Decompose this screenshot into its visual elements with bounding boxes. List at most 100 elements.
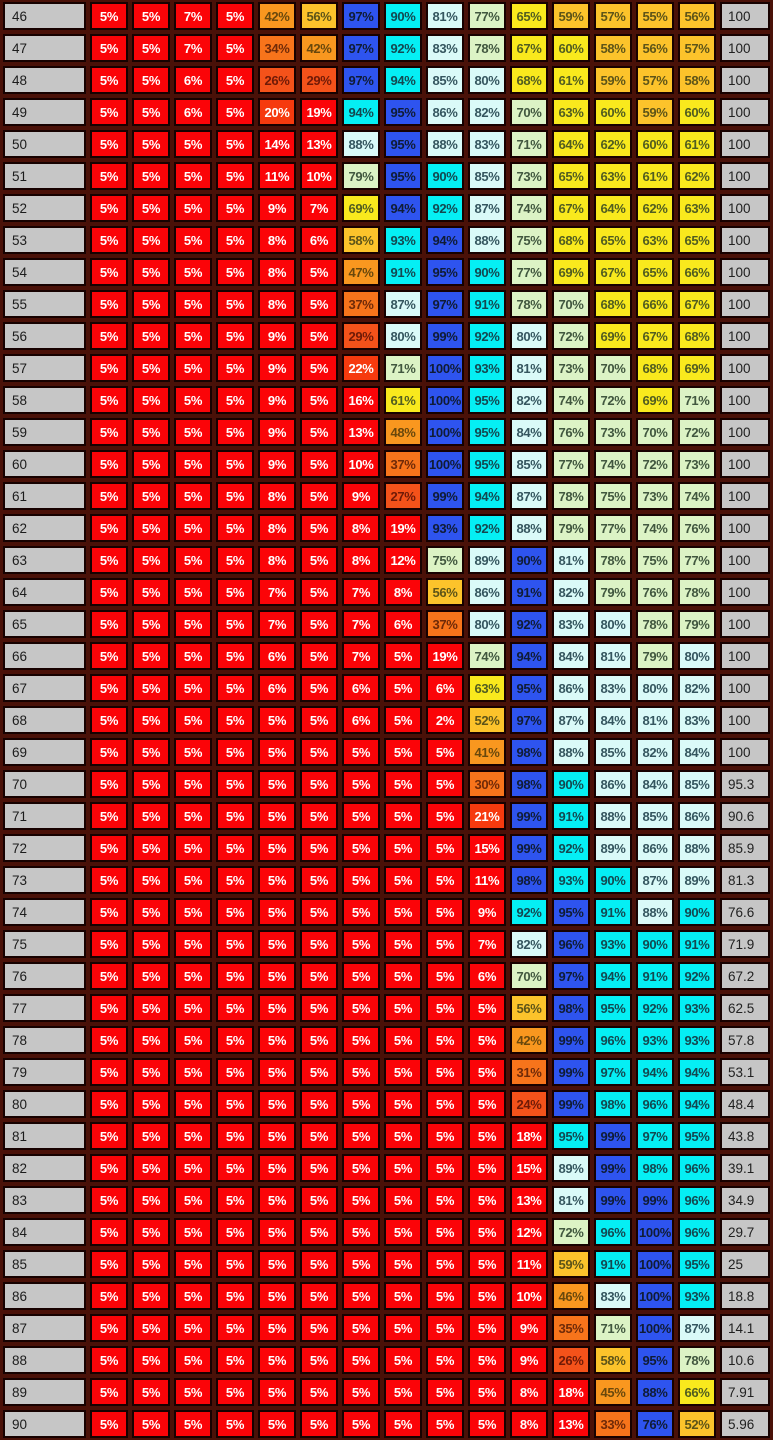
data-cell: 91% bbox=[468, 290, 506, 318]
survival-value-cell: 43.8 bbox=[720, 1122, 770, 1150]
data-cell: 5% bbox=[468, 1250, 506, 1278]
data-cell: 95% bbox=[510, 674, 548, 702]
data-cell: 18% bbox=[552, 1378, 590, 1406]
data-cell: 61% bbox=[678, 130, 716, 158]
data-cell: 5% bbox=[342, 898, 380, 926]
data-cell: 94% bbox=[468, 482, 506, 510]
data-cell: 88% bbox=[510, 514, 548, 542]
survival-value-cell: 100 bbox=[720, 738, 770, 766]
survival-value-cell: 100 bbox=[720, 418, 770, 446]
data-cell: 9% bbox=[258, 450, 296, 478]
data-cell: 5% bbox=[216, 802, 254, 830]
data-cell: 57% bbox=[594, 2, 632, 30]
data-cell: 5% bbox=[216, 1058, 254, 1086]
data-cell: 65% bbox=[510, 2, 548, 30]
data-cell: 5% bbox=[468, 1090, 506, 1118]
data-cell: 26% bbox=[258, 66, 296, 94]
data-cell: 5% bbox=[300, 1186, 338, 1214]
data-cell: 5% bbox=[426, 930, 464, 958]
data-cell: 94% bbox=[678, 1090, 716, 1118]
data-cell: 5% bbox=[132, 482, 170, 510]
data-cell: 87% bbox=[468, 194, 506, 222]
data-cell: 94% bbox=[342, 98, 380, 126]
data-cell: 5% bbox=[90, 738, 128, 766]
data-cell: 5% bbox=[216, 1090, 254, 1118]
data-cell: 90% bbox=[384, 2, 422, 30]
data-cell: 79% bbox=[594, 578, 632, 606]
data-cell: 5% bbox=[426, 1186, 464, 1214]
data-cell: 81% bbox=[510, 354, 548, 382]
data-cell: 5% bbox=[216, 418, 254, 446]
data-cell: 5% bbox=[90, 354, 128, 382]
data-cell: 63% bbox=[678, 194, 716, 222]
data-cell: 98% bbox=[552, 994, 590, 1022]
data-cell: 5% bbox=[216, 706, 254, 734]
data-cell: 5% bbox=[90, 418, 128, 446]
data-cell: 5% bbox=[468, 1410, 506, 1438]
data-cell: 5% bbox=[90, 2, 128, 30]
data-cell: 5% bbox=[468, 1378, 506, 1406]
data-cell: 5% bbox=[216, 34, 254, 62]
data-cell: 9% bbox=[258, 322, 296, 350]
data-cell: 97% bbox=[426, 290, 464, 318]
row-header-cell: 65 bbox=[3, 610, 86, 638]
data-cell: 5% bbox=[90, 994, 128, 1022]
row-header-cell: 72 bbox=[3, 834, 86, 862]
survival-value-cell: 25 bbox=[720, 1250, 770, 1278]
data-cell: 68% bbox=[552, 226, 590, 254]
data-cell: 69% bbox=[678, 354, 716, 382]
data-cell: 97% bbox=[552, 962, 590, 990]
data-cell: 83% bbox=[426, 34, 464, 62]
data-cell: 5% bbox=[174, 1346, 212, 1374]
data-cell: 6% bbox=[342, 674, 380, 702]
data-cell: 95% bbox=[384, 162, 422, 190]
data-cell: 5% bbox=[384, 1218, 422, 1246]
data-cell: 94% bbox=[678, 1058, 716, 1086]
data-cell: 5% bbox=[174, 1218, 212, 1246]
survival-value-cell: 81.3 bbox=[720, 866, 770, 894]
data-cell: 5% bbox=[216, 642, 254, 670]
data-cell: 31% bbox=[510, 1058, 548, 1086]
data-cell: 100% bbox=[426, 450, 464, 478]
data-cell: 5% bbox=[258, 1218, 296, 1246]
data-cell: 61% bbox=[384, 386, 422, 414]
data-cell: 5% bbox=[426, 1250, 464, 1278]
data-cell: 87% bbox=[552, 706, 590, 734]
data-cell: 90% bbox=[678, 898, 716, 926]
data-cell: 5% bbox=[258, 738, 296, 766]
data-cell: 5% bbox=[342, 1378, 380, 1406]
data-cell: 42% bbox=[258, 2, 296, 30]
data-cell: 5% bbox=[132, 546, 170, 574]
data-cell: 8% bbox=[342, 514, 380, 542]
data-cell: 97% bbox=[510, 706, 548, 734]
data-cell: 73% bbox=[678, 450, 716, 478]
data-cell: 78% bbox=[636, 610, 674, 638]
data-cell: 5% bbox=[174, 770, 212, 798]
data-cell: 58% bbox=[594, 1346, 632, 1374]
data-cell: 88% bbox=[594, 802, 632, 830]
data-cell: 5% bbox=[132, 162, 170, 190]
data-cell: 7% bbox=[342, 610, 380, 638]
survival-value-cell: 95.3 bbox=[720, 770, 770, 798]
data-cell: 90% bbox=[426, 162, 464, 190]
data-cell: 80% bbox=[384, 322, 422, 350]
data-cell: 13% bbox=[552, 1410, 590, 1438]
data-cell: 89% bbox=[594, 834, 632, 862]
data-cell: 100% bbox=[426, 386, 464, 414]
data-cell: 94% bbox=[426, 226, 464, 254]
data-cell: 96% bbox=[678, 1186, 716, 1214]
data-cell: 5% bbox=[342, 994, 380, 1022]
data-cell: 5% bbox=[342, 1186, 380, 1214]
data-cell: 5% bbox=[426, 1122, 464, 1150]
data-cell: 100% bbox=[636, 1250, 674, 1278]
data-cell: 6% bbox=[426, 674, 464, 702]
data-cell: 8% bbox=[258, 290, 296, 318]
data-cell: 5% bbox=[90, 130, 128, 158]
data-cell: 6% bbox=[384, 610, 422, 638]
row-header-cell: 73 bbox=[3, 866, 86, 894]
data-cell: 56% bbox=[636, 34, 674, 62]
data-cell: 5% bbox=[216, 1282, 254, 1310]
data-cell: 52% bbox=[678, 1410, 716, 1438]
data-cell: 5% bbox=[300, 482, 338, 510]
data-cell: 95% bbox=[384, 98, 422, 126]
